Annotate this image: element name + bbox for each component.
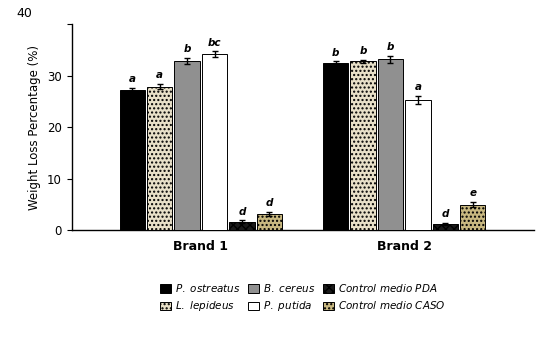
Legend: $\it{P.\ ostreatus}$, $\it{L.\ lepideus}$, $\it{B.\ cereus}$, $\it{P.\ putida}$,: $\it{P.\ ostreatus}$, $\it{L.\ lepideus}… <box>159 281 446 314</box>
Bar <box>433 224 458 230</box>
Y-axis label: Weight Loss Percentage (%): Weight Loss Percentage (%) <box>29 45 41 210</box>
Bar <box>147 86 172 230</box>
Bar <box>378 59 403 230</box>
Text: d: d <box>442 209 449 219</box>
Text: b: b <box>184 44 191 54</box>
Text: b: b <box>332 47 339 57</box>
Text: b: b <box>387 42 394 52</box>
Text: b: b <box>359 46 367 56</box>
Text: a: a <box>156 70 163 80</box>
Bar <box>323 63 348 230</box>
Bar <box>350 61 376 230</box>
Text: a: a <box>414 82 421 92</box>
Text: bc: bc <box>208 38 221 48</box>
Bar <box>119 89 145 230</box>
Bar <box>460 205 486 230</box>
Bar <box>202 54 227 230</box>
Bar <box>174 61 200 230</box>
Bar <box>257 214 282 230</box>
Text: 40: 40 <box>16 7 32 20</box>
Text: a: a <box>129 74 136 84</box>
Text: d: d <box>266 198 273 208</box>
Bar <box>229 222 255 230</box>
Bar <box>405 100 431 230</box>
Text: d: d <box>238 206 246 217</box>
Text: e: e <box>469 189 476 198</box>
